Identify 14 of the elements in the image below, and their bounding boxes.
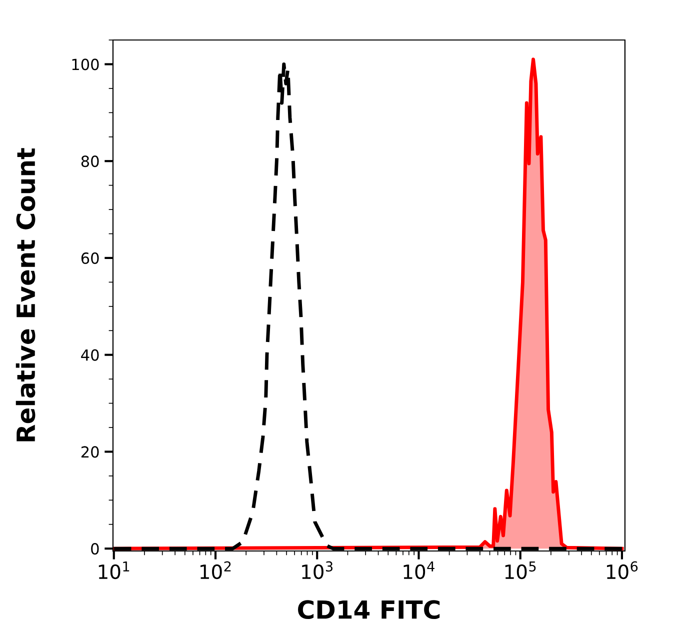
y-tick-label: 80 [81,156,99,168]
x-tick-label: 10$^{1}$ [98,561,130,580]
y-tick-label: 20 [81,446,99,458]
y-tick-label: 60 [81,252,99,264]
x-tick-label: 10$^{4}$ [404,561,434,580]
y-tick-label: 100 [72,58,99,70]
y-axis-title: Relative Event Count [16,148,36,442]
x-tick-label: 10$^{5}$ [505,561,536,580]
x-tick-label: 10$^{6}$ [606,561,638,580]
y-tick-label: 0 [91,543,99,555]
x-tick-label: 10$^{3}$ [302,561,332,580]
x-tick-label: 10$^{2}$ [200,561,231,580]
x-axis-title: CD14 FITC [298,600,440,620]
y-tick-label: 40 [81,349,99,361]
